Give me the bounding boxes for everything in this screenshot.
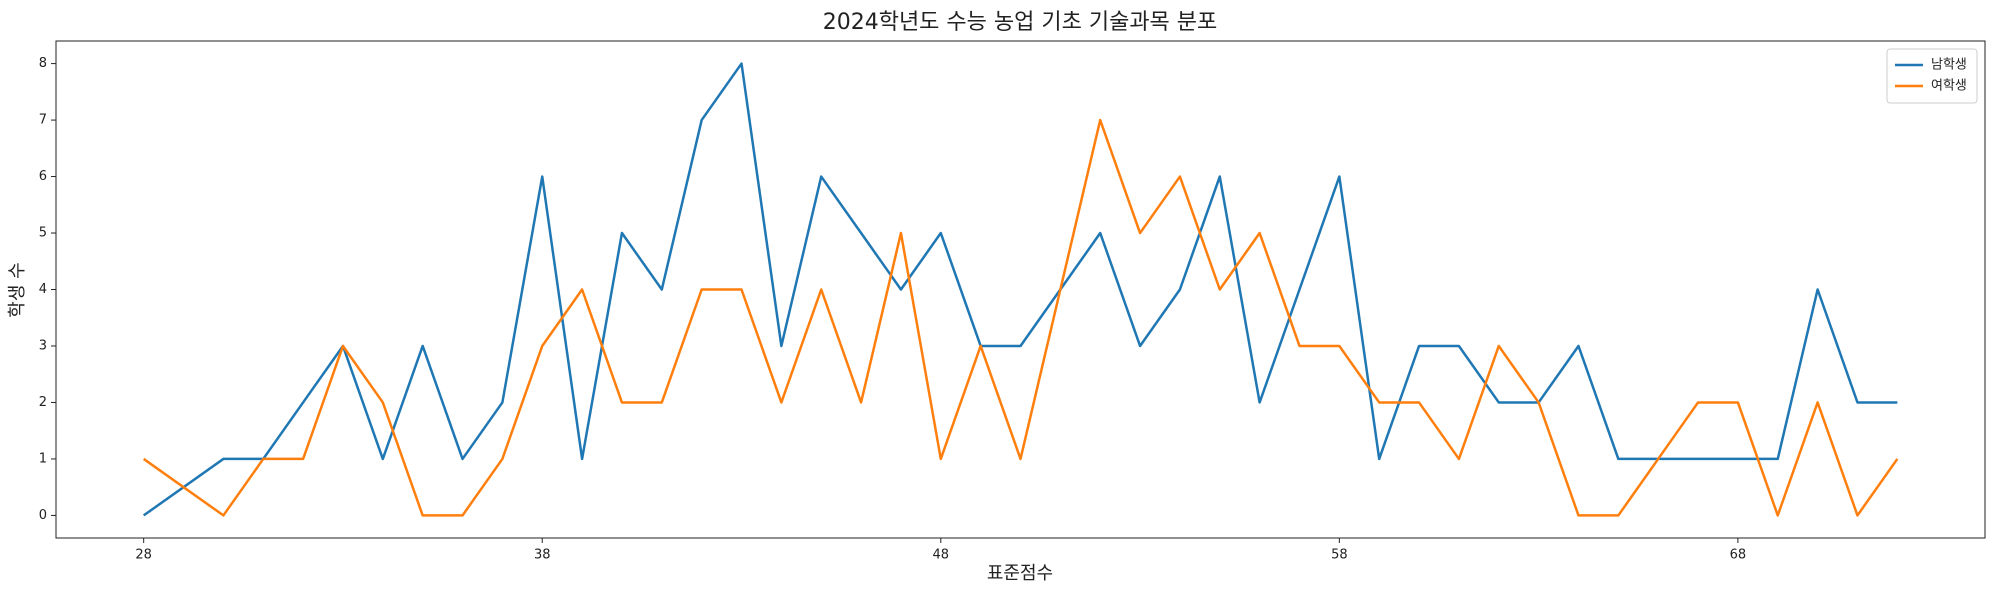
series-line [142, 118, 1899, 517]
y-tick-label: 7 [39, 113, 47, 128]
y-tick-label: 5 [39, 226, 47, 241]
x-tick-label: 28 [135, 548, 152, 563]
y-axis-label: 학생 수 [7, 262, 28, 317]
y-tick-label: 4 [39, 282, 47, 297]
y-tick-label: 1 [39, 451, 47, 466]
y-tick-label: 2 [39, 395, 47, 410]
x-axis-label: 표준점수 [987, 563, 1053, 584]
series-line [142, 62, 1898, 517]
y-tick-label: 3 [39, 338, 47, 353]
y-tick-label: 0 [39, 508, 47, 523]
legend-label: 여학생 [1931, 79, 1967, 94]
legend-box [1886, 48, 1978, 104]
x-tick-label: 48 [933, 548, 950, 563]
x-tick-label: 58 [1331, 548, 1348, 563]
plot-frame [55, 40, 1986, 539]
y-tick-label: 6 [39, 169, 47, 184]
x-tick-label: 38 [534, 548, 551, 563]
y-tick-label: 8 [39, 56, 47, 71]
x-tick-label: 68 [1730, 548, 1747, 563]
chart-title: 2024학년도 수능 농업 기초 기술과목 분포 [823, 10, 1218, 35]
legend-label: 남학생 [1931, 58, 1967, 73]
